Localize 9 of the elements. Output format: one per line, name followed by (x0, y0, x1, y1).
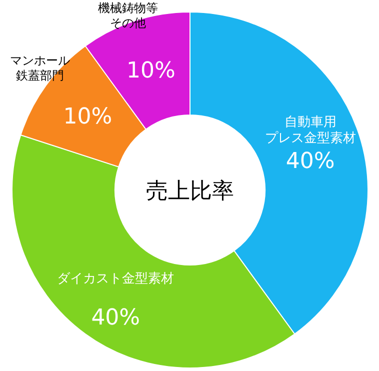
data-label: 10% (126, 58, 176, 84)
text: 売上比率 (146, 179, 234, 204)
slice-label: マンホール鉄蓋部門 (10, 53, 70, 82)
slice-label: 機械鋳物等その他 (98, 1, 158, 30)
data-label: 10% (63, 104, 112, 130)
slice-label: ダイカスト金型素材 (57, 271, 174, 286)
data-label: 40% (286, 148, 335, 174)
data-label: 40% (91, 305, 140, 330)
slice-label: 自動車用プレス金型素材 (264, 114, 356, 146)
